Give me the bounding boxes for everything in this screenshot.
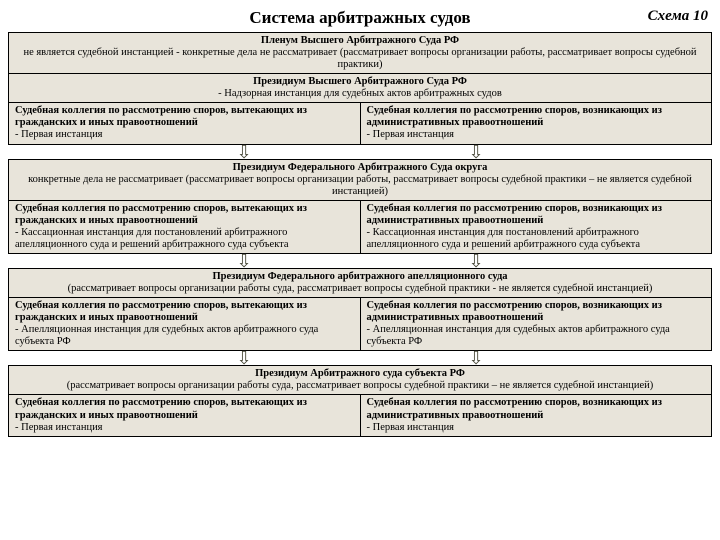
collegium-right: Судебная коллегия по рассмотрению споров…	[360, 200, 712, 253]
level-header: Президиум Арбитражного суда субъекта РФ(…	[9, 366, 711, 394]
level-block: Президиум Федерального Арбитражного Суда…	[8, 159, 712, 254]
page-title: Система арбитражных судов	[8, 8, 712, 28]
level-split: Судебная коллегия по рассмотрению споров…	[9, 200, 711, 253]
collegium-left: Судебная коллегия по рассмотрению споров…	[9, 102, 360, 143]
level-header: Президиум Федерального арбитражного апел…	[9, 269, 711, 297]
down-arrow-icon: ⇩	[236, 351, 251, 365]
arrow-row: ⇩⇩	[8, 145, 712, 159]
collegium-left: Судебная коллегия по рассмотрению споров…	[9, 394, 360, 435]
collegium-right: Судебная коллегия по рассмотрению споров…	[360, 297, 712, 350]
down-arrow-icon: ⇩	[468, 351, 483, 365]
level-header: Президиум Высшего Арбитражного Суда РФ- …	[9, 73, 711, 102]
level-header: Пленум Высшего Арбитражного Суда РФне яв…	[9, 33, 711, 73]
level-block: Президиум Арбитражного суда субъекта РФ(…	[8, 365, 712, 436]
collegium-left: Судебная коллегия по рассмотрению споров…	[9, 297, 360, 350]
arrow-row: ⇩⇩	[8, 351, 712, 365]
header: Система арбитражных судов Схема 10	[8, 8, 712, 28]
collegium-left: Судебная коллегия по рассмотрению споров…	[9, 200, 360, 253]
diagram-root: Пленум Высшего Арбитражного Суда РФне яв…	[8, 32, 712, 437]
level-split: Судебная коллегия по рассмотрению споров…	[9, 297, 711, 350]
level-block: Президиум Федерального арбитражного апел…	[8, 268, 712, 351]
down-arrow-icon: ⇩	[236, 145, 251, 159]
down-arrow-icon: ⇩	[236, 254, 251, 268]
collegium-right: Судебная коллегия по рассмотрению споров…	[360, 102, 712, 143]
arrow-row: ⇩⇩	[8, 254, 712, 268]
collegium-right: Судебная коллегия по рассмотрению споров…	[360, 394, 712, 435]
level-block: Пленум Высшего Арбитражного Суда РФне яв…	[8, 32, 712, 145]
down-arrow-icon: ⇩	[468, 254, 483, 268]
level-split: Судебная коллегия по рассмотрению споров…	[9, 102, 711, 143]
level-split: Судебная коллегия по рассмотрению споров…	[9, 394, 711, 435]
scheme-label: Схема 10	[648, 8, 708, 25]
down-arrow-icon: ⇩	[468, 145, 483, 159]
level-header: Президиум Федерального Арбитражного Суда…	[9, 160, 711, 200]
